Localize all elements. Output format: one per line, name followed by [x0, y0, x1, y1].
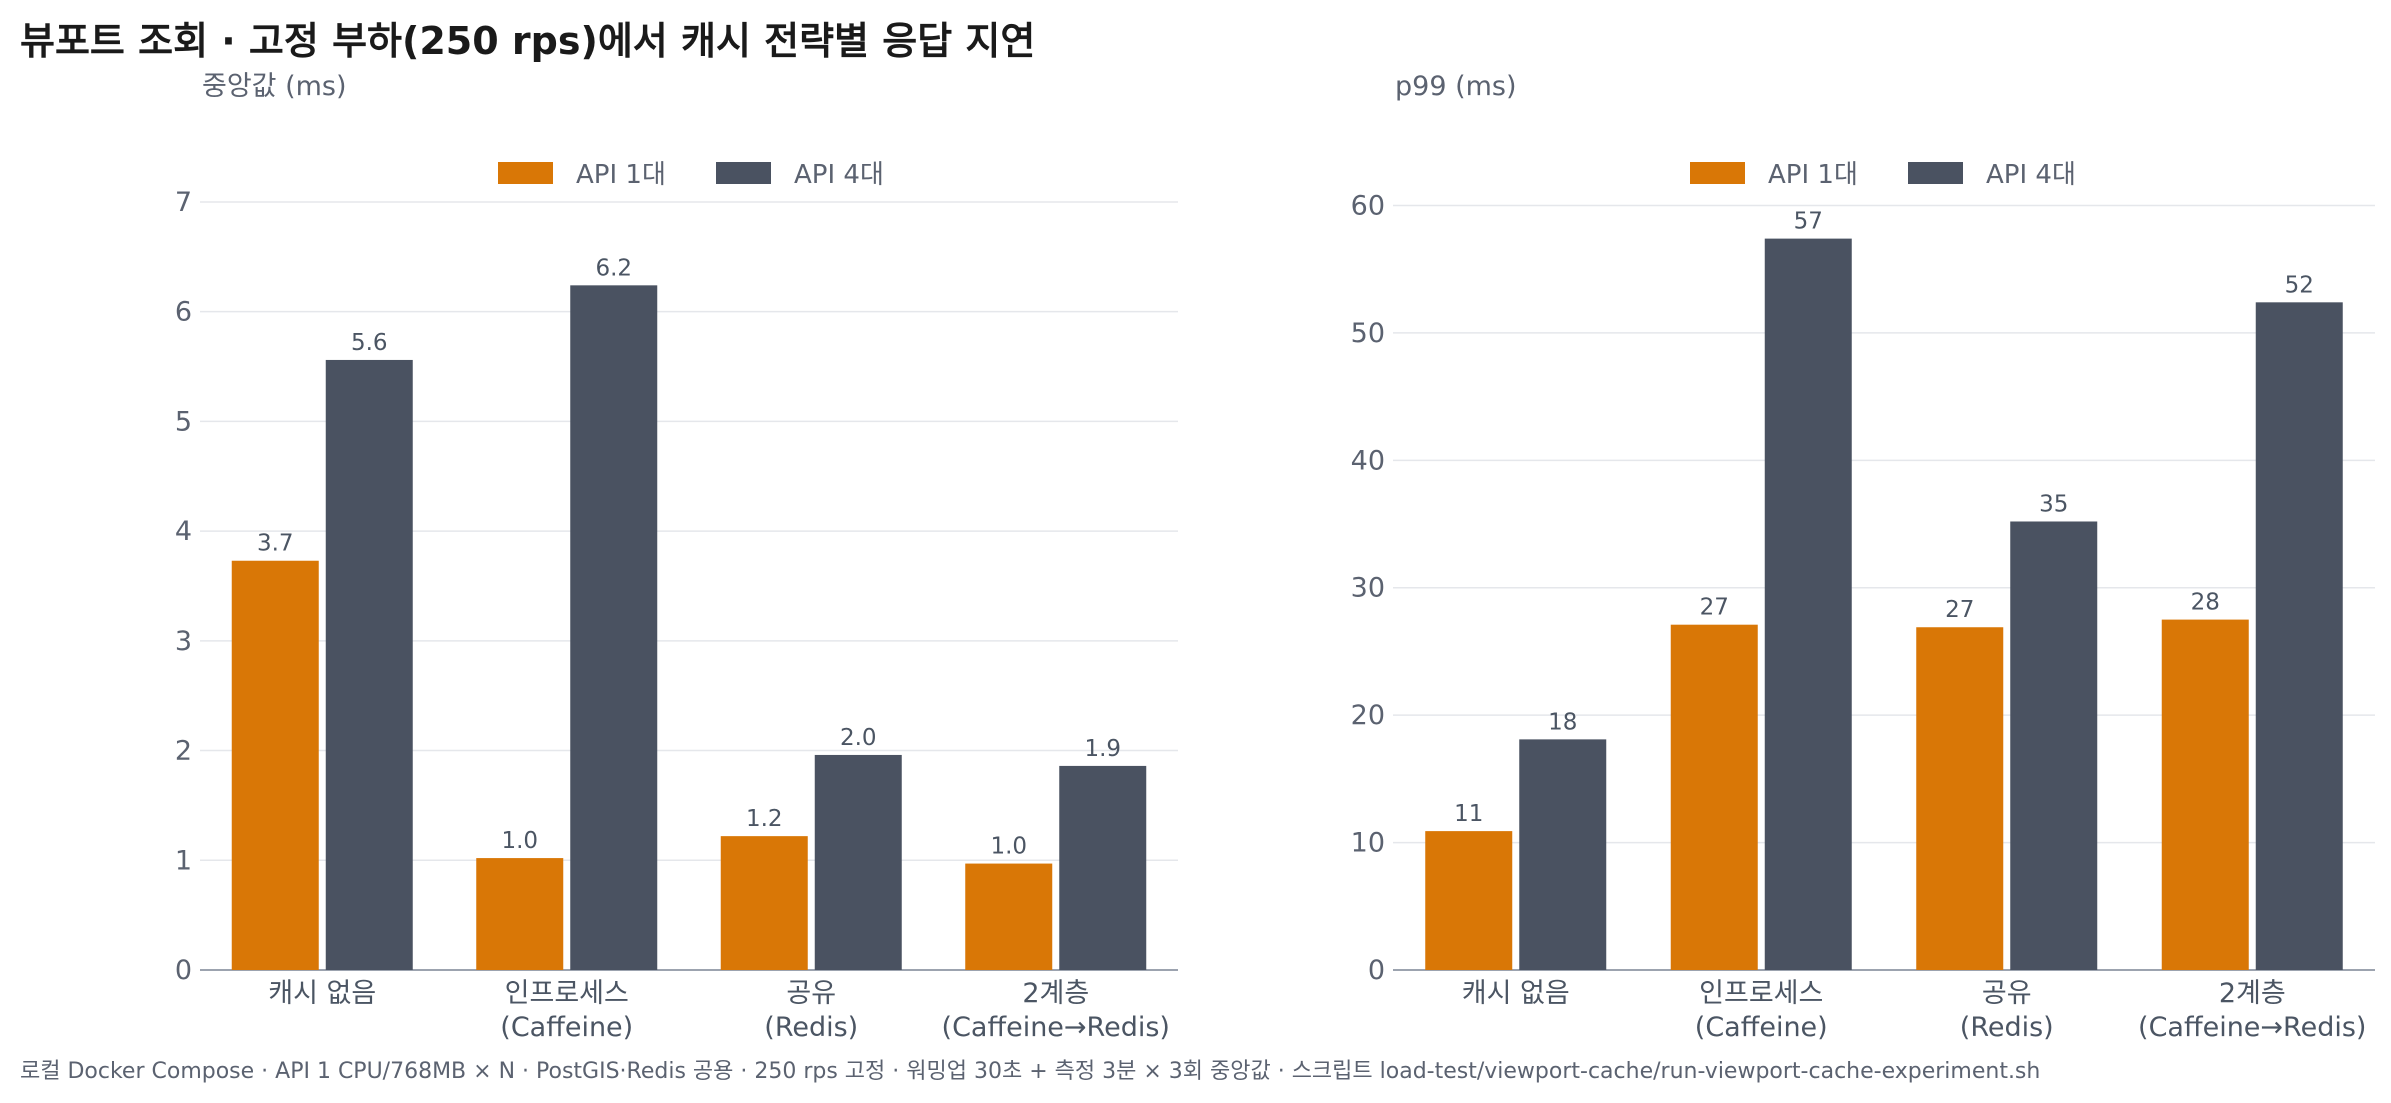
- x-category-label: (Redis): [764, 1012, 858, 1043]
- data-label: 6.2: [595, 255, 632, 281]
- x-category-label: 인프로세스: [505, 978, 629, 1009]
- y-tick-label: 50: [1351, 318, 1385, 349]
- y-axis-title: 중앙값 (ms): [202, 71, 347, 102]
- page-title: 뷰포트 조회 · 고정 부하(250 rps)에서 캐시 전략별 응답 지연: [20, 19, 1036, 63]
- legend-swatch: [1690, 162, 1745, 184]
- data-label: 1.2: [746, 806, 783, 832]
- y-tick-label: 3: [175, 626, 192, 657]
- y-tick-label: 0: [1368, 955, 1385, 986]
- legend-label: API 1대: [1768, 160, 1858, 190]
- data-label: 35: [2039, 491, 2068, 517]
- y-tick-label: 6: [175, 297, 192, 328]
- bar-api-1: [476, 858, 564, 970]
- bar-api-4: [2010, 521, 2098, 970]
- bar-api-1: [1425, 831, 1513, 970]
- y-tick-label: 0: [175, 955, 192, 986]
- data-label: 5.6: [351, 330, 388, 356]
- legend-label: API 4대: [1986, 160, 2076, 190]
- x-category-label: (Caffeine→Redis): [942, 1012, 1170, 1043]
- legend-label: API 4대: [794, 160, 884, 190]
- y-tick-label: 20: [1351, 700, 1385, 731]
- data-label: 27: [1700, 595, 1729, 621]
- bar-api-4: [1059, 765, 1147, 970]
- bar-api-4: [2255, 302, 2343, 970]
- x-category-label: 공유: [1982, 978, 2032, 1009]
- x-category-label: 공유: [786, 978, 836, 1009]
- bar-api-1: [2161, 619, 2249, 970]
- data-label: 27: [1945, 597, 1974, 623]
- x-category-label: (Redis): [1960, 1012, 2054, 1043]
- bar-api-4: [814, 754, 902, 970]
- x-category-label: 2계층: [1022, 978, 1089, 1009]
- x-category-label: (Caffeine): [500, 1012, 633, 1043]
- legend-label: API 1대: [576, 160, 666, 190]
- x-category-label: 인프로세스: [1699, 978, 1823, 1009]
- y-tick-label: 7: [175, 187, 192, 218]
- y-tick-label: 2: [175, 736, 192, 767]
- x-category-label: 캐시 없음: [1462, 978, 1570, 1009]
- data-label: 1.0: [990, 834, 1027, 860]
- x-category-label: 캐시 없음: [268, 978, 376, 1009]
- legend-swatch: [1908, 162, 1963, 184]
- data-label: 28: [2191, 590, 2220, 616]
- y-tick-label: 10: [1351, 828, 1385, 859]
- data-label: 1.0: [501, 828, 538, 854]
- data-label: 3.7: [257, 531, 294, 557]
- footer-note: 로컬 Docker Compose · API 1 CPU/768MB × N …: [20, 1059, 2041, 1084]
- x-category-label: (Caffeine→Redis): [2138, 1012, 2366, 1043]
- legend-swatch: [716, 162, 771, 184]
- bar-api-4: [570, 285, 658, 970]
- x-category-label: 2계층: [2219, 978, 2286, 1009]
- y-tick-label: 30: [1351, 573, 1385, 604]
- bar-api-1: [231, 560, 319, 970]
- y-tick-label: 40: [1351, 445, 1385, 476]
- bar-api-4: [325, 359, 413, 970]
- data-label: 52: [2285, 272, 2314, 298]
- data-label: 2.0: [840, 725, 877, 751]
- bar-api-4: [1764, 238, 1852, 970]
- y-tick-label: 60: [1351, 190, 1385, 221]
- bar-api-4: [1519, 739, 1607, 970]
- y-tick-label: 5: [175, 406, 192, 437]
- y-axis-title: p99 (ms): [1395, 71, 1517, 102]
- data-label: 1.9: [1084, 736, 1121, 762]
- bar-api-1: [720, 836, 808, 970]
- bar-api-1: [1670, 624, 1758, 970]
- x-category-label: (Caffeine): [1695, 1012, 1828, 1043]
- y-tick-label: 1: [175, 845, 192, 876]
- bar-api-1: [1916, 627, 2004, 970]
- bar-api-1: [965, 863, 1053, 970]
- y-tick-label: 4: [175, 516, 192, 547]
- data-label: 57: [1794, 209, 1823, 235]
- data-label: 11: [1454, 801, 1483, 827]
- legend-swatch: [498, 162, 553, 184]
- data-label: 18: [1548, 709, 1577, 735]
